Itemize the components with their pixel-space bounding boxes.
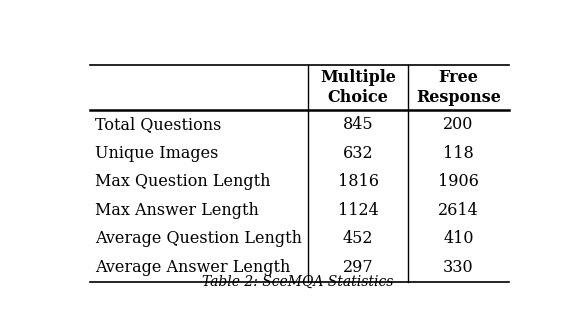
Text: 845: 845 <box>343 116 374 133</box>
Text: 452: 452 <box>343 230 374 247</box>
Text: Max Question Length: Max Question Length <box>95 173 270 190</box>
Text: Total Questions: Total Questions <box>95 116 222 133</box>
Text: 410: 410 <box>443 230 474 247</box>
Text: Table 2: SceMQA Statistics: Table 2: SceMQA Statistics <box>202 275 393 289</box>
Text: 1906: 1906 <box>438 173 478 190</box>
Text: Multiple
Choice: Multiple Choice <box>320 69 396 106</box>
Text: 632: 632 <box>343 145 374 161</box>
Text: 118: 118 <box>443 145 474 161</box>
Text: 1816: 1816 <box>338 173 379 190</box>
Text: Average Answer Length: Average Answer Length <box>95 259 291 276</box>
Text: Free
Response: Free Response <box>416 69 501 106</box>
Text: 297: 297 <box>343 259 374 276</box>
Text: Max Answer Length: Max Answer Length <box>95 202 259 219</box>
Text: 1124: 1124 <box>338 202 378 219</box>
Text: 200: 200 <box>443 116 473 133</box>
Text: 330: 330 <box>443 259 474 276</box>
Text: 2614: 2614 <box>438 202 478 219</box>
Text: Average Question Length: Average Question Length <box>95 230 302 247</box>
Text: Unique Images: Unique Images <box>95 145 218 161</box>
